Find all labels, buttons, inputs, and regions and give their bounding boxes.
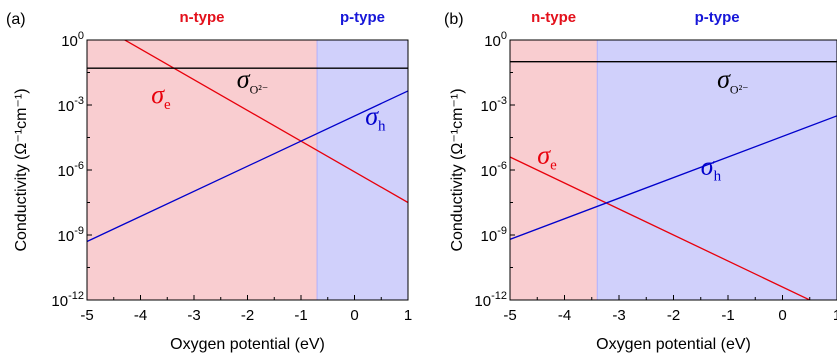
- y-tick-label: 10-9: [481, 225, 507, 245]
- y-axis-label: Conductivity (Ω⁻¹cm⁻¹): [449, 88, 466, 251]
- y-tick-label: 10-12: [474, 290, 507, 310]
- region-n-type: [87, 40, 318, 300]
- x-axis-label: Oxygen potential (eV): [596, 336, 751, 353]
- region-p-type: [597, 40, 837, 300]
- x-tick-label: -1: [721, 307, 734, 324]
- chart-panel-1: n-type p-type σe σh σO²⁻ -5 -4 -3 -2 -1 0 1 100 10-3 1…: [6, 9, 412, 353]
- x-tick-label: 1: [404, 307, 412, 324]
- y-tick-label: 10-6: [58, 160, 84, 180]
- y-tick-label: 10-6: [481, 160, 507, 180]
- chart-panel-2: n-type p-type σe σh σO²⁻ -5 -4 -3 -2 -1 0 1 100 10-3 1…: [444, 9, 837, 353]
- y-tick-label: 10-9: [58, 225, 84, 245]
- series-lines: [87, 40, 408, 243]
- series-lines: [510, 61, 837, 300]
- y-tick-label: 10-3: [481, 95, 507, 115]
- x-tick-label: -3: [612, 307, 625, 324]
- series-label-sigma_h: σh: [365, 102, 386, 135]
- x-tick-label: 1: [833, 307, 837, 324]
- region-label-n-type: n-type: [180, 9, 225, 26]
- region-n-type: [510, 40, 598, 300]
- region-p-type: [317, 40, 408, 300]
- series-line-sigma_h: [510, 115, 837, 240]
- x-tick-label: -5: [80, 307, 93, 324]
- y-tick-label: 100: [484, 30, 507, 50]
- y-tick-label: 10-3: [58, 95, 84, 115]
- x-tick-label: -4: [558, 307, 571, 324]
- x-tick-label: 0: [350, 307, 358, 324]
- series-line-sigma_e: [510, 156, 812, 300]
- region-label-n-type: n-type: [531, 9, 576, 26]
- y-tick-label: 10-12: [51, 290, 84, 310]
- series-label-sigma_e: σe: [151, 80, 171, 113]
- x-tick-label: -5: [503, 307, 516, 324]
- x-tick-label: -4: [134, 307, 147, 324]
- region-label-p-type: p-type: [695, 9, 740, 26]
- x-axis-label: Oxygen potential (eV): [170, 336, 325, 353]
- x-tick-label: -1: [294, 307, 307, 324]
- panel-label: (a): [6, 11, 26, 28]
- x-tick-label: -2: [241, 307, 254, 324]
- series-label-sigma_h: σh: [701, 151, 722, 184]
- series-line-sigma_e: [123, 40, 408, 204]
- x-tick-label: 0: [778, 307, 786, 324]
- x-tick-label: -3: [187, 307, 200, 324]
- series-label-sigma_o: σO²⁻: [717, 65, 748, 97]
- y-axis-label: Conductivity (Ω⁻¹cm⁻¹): [13, 88, 30, 251]
- series-label-sigma_e: σe: [537, 141, 557, 174]
- region-label-p-type: p-type: [340, 9, 385, 26]
- panel-label: (b): [444, 11, 464, 28]
- series-line-sigma_h: [87, 90, 408, 243]
- series-label-sigma_o: σO²⁻: [237, 65, 268, 97]
- y-tick-label: 100: [61, 30, 84, 50]
- x-tick-label: -2: [667, 307, 680, 324]
